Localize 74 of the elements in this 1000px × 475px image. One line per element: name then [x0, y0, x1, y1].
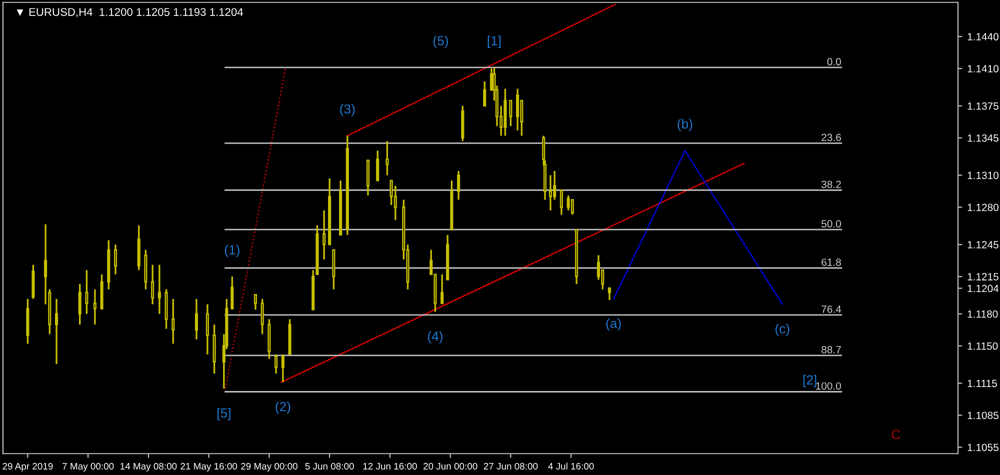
candlestick — [151, 264, 154, 306]
candlestick — [516, 88, 520, 132]
annotation: (1) — [224, 244, 240, 258]
annotation: (3) — [340, 104, 355, 116]
series-label: 61.8 — [822, 258, 841, 266]
x-tick-label: 29 Apr 2019 — [2, 462, 53, 472]
candlestick — [548, 174, 552, 212]
annotation: [2] — [803, 374, 816, 388]
y-tick-label: 1.1245 — [968, 241, 998, 248]
candlestick — [78, 283, 82, 326]
series-label: 100.0 — [816, 382, 841, 390]
y-tick-label: 1.1215 — [968, 273, 998, 280]
x-tick-label: 4 Jul 16:00 — [548, 462, 594, 470]
candlestick — [172, 298, 175, 345]
candlestick — [509, 100, 512, 127]
x-tick-label: 12 Jun 16:00 — [363, 462, 417, 470]
x-tick-label: 7 May 00:00 — [62, 462, 114, 472]
candlestick — [254, 294, 257, 310]
y-tick-label: 1.1204 — [968, 284, 999, 292]
candlestick — [560, 189, 563, 216]
annotation: (b) — [678, 118, 692, 132]
series-label: 76.4 — [822, 306, 842, 313]
candlestick — [206, 303, 209, 356]
candlestick — [457, 170, 460, 201]
candlestick — [322, 210, 326, 260]
series-label: 23.6 — [822, 134, 841, 142]
x-tick-label: 14 May 08:00 — [120, 462, 177, 472]
y-tick-label: 1.1345 — [968, 134, 998, 142]
annotation: (c) — [775, 324, 790, 336]
annotation: [1] — [488, 36, 501, 48]
x-tick-label: 20 Jun 00:00 — [423, 462, 478, 470]
x-tick-label: 27 Jun 08:00 — [484, 462, 538, 470]
y-tick-label: 1.1115 — [968, 380, 997, 388]
candlestick — [158, 264, 161, 315]
series-label: 0.0 — [827, 58, 841, 66]
candlestick — [274, 354, 278, 374]
y-tick-label: 1.1280 — [968, 204, 998, 212]
series-label: 38.2 — [821, 180, 841, 188]
candlestick — [281, 354, 284, 383]
candlestick — [376, 150, 380, 182]
y-tick-label: 1.1410 — [968, 65, 998, 72]
annotation: C — [892, 430, 900, 440]
x-tick-label: 21 May 16:00 — [180, 462, 238, 472]
y-tick-label: 1.1180 — [968, 310, 998, 318]
series-label: 50.0 — [822, 220, 841, 228]
y-tick-label: 1.1310 — [968, 172, 998, 180]
annotation: (5) — [433, 36, 448, 48]
candlestick — [260, 298, 264, 335]
candlestick — [93, 288, 96, 326]
candlestick — [54, 298, 58, 365]
y-tick-label: 1.1055 — [968, 444, 998, 452]
candlestick — [114, 244, 118, 276]
annotation: (2) — [276, 402, 290, 414]
candlestick — [230, 276, 234, 310]
annotation: [5] — [218, 408, 230, 420]
y-tick-label: 1.1150 — [968, 342, 998, 350]
x-tick-label: 5 Jun 08:00 — [305, 462, 354, 470]
candlestick — [386, 140, 389, 176]
candlestick — [596, 254, 600, 281]
candlestick — [440, 274, 444, 306]
chart-title: ▼ EURUSD,H4 1.1200 1.1205 1.1193 1.1204 — [16, 8, 243, 18]
y-tick-label: 1.1085 — [968, 412, 998, 420]
annotation: (a) — [606, 318, 621, 331]
candlestick — [566, 194, 570, 212]
candlestick — [483, 80, 486, 107]
candlestick — [194, 298, 198, 340]
y-tick-label: 1.1375 — [968, 102, 998, 110]
y-tick-label: 1.1440 — [968, 33, 998, 40]
candlestick — [85, 269, 88, 315]
candlestick — [608, 286, 612, 301]
candlestick — [570, 198, 574, 216]
series-label: 88.7 — [822, 346, 841, 354]
annotation: (4) — [428, 331, 442, 344]
x-tick-label: 29 May 00:00 — [241, 462, 298, 472]
